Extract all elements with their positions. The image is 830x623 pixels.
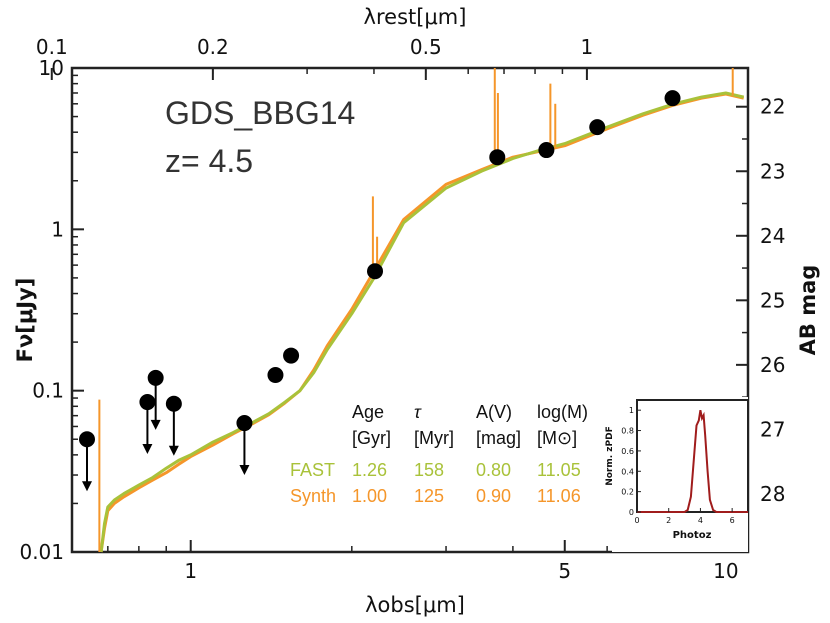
inset-x-title: Photoz: [673, 530, 712, 541]
inset-y-tick-label: 1: [629, 406, 634, 415]
inset-x-tick-label: 6: [730, 516, 735, 525]
redshift-label: z= 4.5: [165, 143, 253, 179]
top-tick-label: 0.5: [410, 35, 442, 59]
inset-y-tick-label: 0.4: [621, 467, 634, 476]
zpdf-inset: 0 2 4 6 0 0.2 0.4 0.6 0.8 1 Photoz Norm. zPDF: [605, 397, 749, 552]
unit-age: [Gyr]: [352, 428, 391, 448]
inset-y-tick-label: 0.6: [621, 447, 634, 456]
photometry-point: [267, 367, 284, 384]
right-tick-label: 22: [760, 95, 785, 119]
top-axis-title: λrest[μm]: [364, 5, 467, 29]
header-logm: log(M): [537, 402, 588, 422]
unit-av: [mag]: [476, 428, 521, 448]
y-tick-label: 0.01: [19, 540, 64, 564]
right-tick-label: 25: [760, 288, 785, 312]
row-fast-age: 1.26: [352, 460, 387, 480]
inset-x-tick-label: 2: [666, 516, 671, 525]
inset-background: [612, 397, 748, 552]
x-tick-label: 5: [558, 559, 571, 583]
upper-limit-point: [139, 394, 156, 411]
x-axis-title: λobs[μm]: [365, 593, 465, 617]
right-tick-label: 28: [760, 482, 785, 506]
inset-x-tick-label: 4: [698, 516, 703, 525]
header-age: Age: [352, 402, 384, 422]
inset-x-tick-label: 0: [634, 516, 639, 525]
row-fast-av: 0.80: [476, 460, 511, 480]
top-tick-label: 0.1: [36, 35, 68, 59]
inset-y-tick-label: 0: [629, 508, 634, 517]
right-tick-label: 23: [760, 159, 785, 183]
photometry-point: [589, 119, 606, 136]
photometry-point: [664, 90, 681, 107]
header-av: A(V): [476, 402, 512, 422]
row-fast-tau: 158: [414, 460, 444, 480]
upper-limit-point: [236, 415, 253, 432]
right-axis-title: AB mag: [796, 265, 820, 356]
row-synth-label: Synth: [290, 486, 336, 506]
top-tick-label: 0.2: [197, 35, 229, 59]
upper-limit-arrowhead: [81, 481, 92, 492]
object-name-label: GDS_BBG14: [165, 95, 355, 131]
header-tau: τ: [414, 402, 422, 422]
right-tick-label: 24: [760, 224, 785, 248]
photometry-point: [538, 142, 555, 159]
upper-limit-point: [78, 431, 95, 448]
row-fast-label: FAST: [290, 460, 335, 480]
inset-y-tick-label: 0.8: [621, 427, 634, 436]
right-tick-label: 27: [760, 417, 785, 441]
inset-y-title: Norm. zPDF: [605, 426, 615, 486]
right-tick-label: 26: [760, 353, 785, 377]
photometry-point: [489, 149, 506, 166]
x-tick-label: 10: [713, 559, 738, 583]
upper-limit-arrowhead: [150, 419, 161, 430]
row-synth-logm: 11.06: [537, 486, 581, 506]
row-synth-tau: 125: [414, 486, 444, 506]
upper-limit-arrowhead: [142, 444, 153, 455]
upper-limit-arrowhead: [168, 445, 179, 456]
photometry-point: [367, 263, 384, 280]
upper-limit-point: [165, 395, 182, 412]
upper-limit-point: [147, 369, 164, 386]
inset-y-tick-label: 0.2: [621, 488, 634, 497]
x-tick-label: 1: [184, 559, 197, 583]
y-tick-label: 1: [51, 217, 64, 241]
upper-limit-arrowhead: [239, 465, 250, 476]
top-tick-label: 1: [581, 35, 594, 59]
unit-logm: [M⊙]: [537, 428, 577, 448]
fit-parameter-table: Age τ A(V) log(M) [Gyr] [Myr] [mag] [M⊙]…: [290, 402, 588, 506]
row-synth-av: 0.90: [476, 486, 511, 506]
zpdf-curve: [637, 410, 748, 513]
y-tick-label: 0.1: [32, 379, 64, 403]
y-axis-title: Fν[μJy]: [13, 278, 37, 363]
plot-frame: [70, 66, 750, 554]
row-fast-logm: 11.05: [537, 460, 581, 480]
unit-tau: [Myr]: [414, 428, 454, 448]
photometry-point: [283, 347, 300, 364]
inset-frame: [636, 399, 749, 513]
row-synth-age: 1.00: [352, 486, 387, 506]
